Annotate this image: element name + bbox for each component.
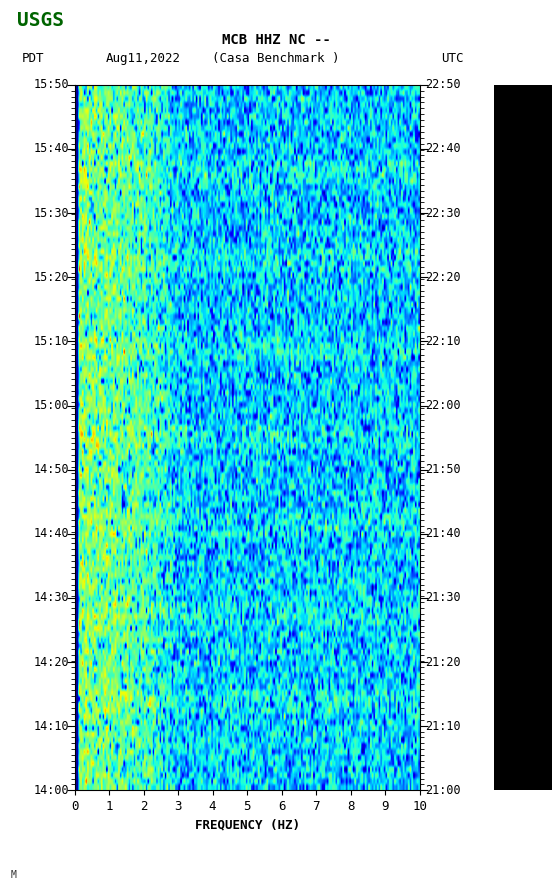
Text: 15:40: 15:40 [33, 143, 69, 155]
Text: 15:20: 15:20 [33, 271, 69, 284]
Text: Aug11,2022: Aug11,2022 [106, 52, 181, 64]
Text: 14:10: 14:10 [33, 720, 69, 732]
Text: 14:00: 14:00 [33, 784, 69, 797]
Text: 15:10: 15:10 [33, 335, 69, 348]
Text: 14:50: 14:50 [33, 463, 69, 476]
Text: 22:20: 22:20 [425, 271, 461, 284]
Text: 22:30: 22:30 [425, 206, 461, 220]
Text: 21:10: 21:10 [425, 720, 461, 732]
Text: 21:30: 21:30 [425, 591, 461, 605]
Text: 22:10: 22:10 [425, 335, 461, 348]
Text: MCB HHZ NC --: MCB HHZ NC -- [221, 33, 331, 47]
Text: 15:30: 15:30 [33, 206, 69, 220]
Text: 15:50: 15:50 [33, 79, 69, 91]
Text: M: M [11, 870, 17, 880]
Text: UTC: UTC [442, 52, 464, 64]
Text: 21:50: 21:50 [425, 463, 461, 476]
Text: 21:00: 21:00 [425, 784, 461, 797]
Text: 14:40: 14:40 [33, 527, 69, 540]
Text: USGS: USGS [17, 11, 63, 30]
Text: 14:30: 14:30 [33, 591, 69, 605]
Text: 15:00: 15:00 [33, 399, 69, 412]
Text: 21:40: 21:40 [425, 527, 461, 540]
Text: (Casa Benchmark ): (Casa Benchmark ) [213, 52, 339, 64]
Text: PDT: PDT [22, 52, 45, 64]
Text: 22:50: 22:50 [425, 79, 461, 91]
Text: 22:40: 22:40 [425, 143, 461, 155]
X-axis label: FREQUENCY (HZ): FREQUENCY (HZ) [194, 819, 300, 831]
Text: 22:00: 22:00 [425, 399, 461, 412]
Text: 21:20: 21:20 [425, 655, 461, 669]
Text: 14:20: 14:20 [33, 655, 69, 669]
